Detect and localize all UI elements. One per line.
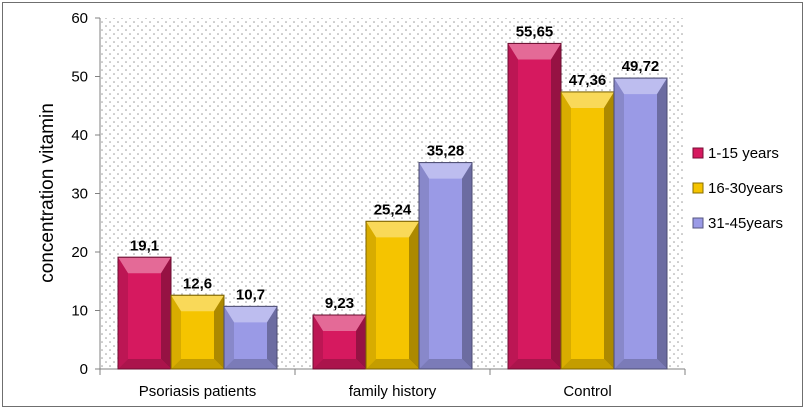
bar	[365, 220, 420, 370]
bar-bevel-left	[614, 78, 624, 369]
legend-swatch	[692, 182, 704, 194]
bar-bevel-left	[118, 257, 128, 369]
bar-bevel-left	[366, 221, 376, 369]
y-tick-label: 0	[80, 361, 88, 378]
bar	[507, 42, 562, 370]
x-category-label: Control	[563, 383, 611, 400]
bar-bevel-bottom	[614, 359, 667, 369]
bar-bevel-right	[356, 315, 366, 369]
bar	[223, 305, 278, 370]
bar-bevel-top	[224, 306, 277, 323]
bar-bevel-left	[561, 91, 571, 369]
bar-bevel-bottom	[171, 359, 224, 369]
bar	[613, 77, 668, 370]
y-tick-label: 30	[71, 186, 88, 203]
data-label: 25,24	[374, 201, 412, 218]
legend-swatch	[692, 217, 704, 229]
y-tick-label: 20	[71, 244, 88, 261]
bar-bevel-right	[462, 162, 472, 369]
data-label: 10,7	[236, 286, 265, 303]
bar-bevel-bottom	[508, 359, 561, 369]
y-tick-label: 40	[71, 127, 88, 144]
bar-bevel-bottom	[561, 359, 614, 369]
x-category-label: Psoriasis patients	[139, 383, 257, 400]
x-category-label: family history	[349, 383, 437, 400]
bar-bevel-right	[161, 257, 171, 369]
bar-bevel-top	[419, 162, 472, 179]
bar-bevel-top	[118, 257, 171, 274]
bar-bevel-top	[614, 78, 667, 95]
bar-bevel-top	[313, 315, 366, 332]
data-label: 19,1	[130, 237, 159, 254]
bar-bevel-bottom	[118, 359, 171, 369]
bar-bevel-right	[657, 78, 667, 369]
bar-bevel-bottom	[366, 359, 419, 369]
bar-bevel-bottom	[313, 359, 366, 369]
data-label: 9,23	[325, 295, 354, 312]
bar	[170, 294, 225, 370]
data-label: 55,65	[516, 23, 554, 40]
data-label: 49,72	[622, 58, 660, 75]
legend-label: 16-30years	[708, 180, 783, 197]
bar-outline	[613, 77, 668, 370]
legend-label: 1-15 years	[708, 145, 779, 162]
bar-bevel-left	[419, 162, 429, 369]
y-axis-label: concentration vitamin	[37, 103, 58, 283]
bar-bevel-right	[267, 306, 277, 369]
bar-outline	[223, 305, 278, 370]
bar-bevel-bottom	[419, 359, 472, 369]
bar	[117, 256, 172, 370]
bar-outline	[418, 162, 473, 370]
data-label: 35,28	[427, 143, 465, 160]
bar-bevel-left	[508, 43, 518, 369]
bar-bevel-left	[171, 295, 181, 369]
legend-label: 31-45years	[708, 215, 783, 232]
bar	[418, 162, 473, 370]
data-label: 12,6	[183, 275, 212, 292]
bar-bevel-top	[508, 43, 561, 60]
bar-bevel-right	[604, 91, 614, 369]
bar-bevel-top	[366, 221, 419, 238]
bar-bevel-bottom	[224, 359, 277, 369]
y-tick-label: 60	[71, 10, 88, 27]
bar	[560, 91, 615, 370]
bar-bevel-left	[313, 315, 323, 369]
bar-bevel-top	[561, 91, 614, 108]
bar-bevel-right	[551, 43, 561, 369]
bar-bevel-left	[224, 306, 234, 369]
bar	[312, 314, 367, 370]
y-tick-label: 10	[71, 303, 88, 320]
bar-bevel-right	[214, 295, 224, 369]
bar-bevel-right	[409, 221, 419, 369]
bar-bevel-top	[171, 295, 224, 312]
legend-swatch	[692, 147, 704, 159]
y-tick-label: 50	[71, 69, 88, 86]
data-label: 47,36	[569, 72, 607, 89]
